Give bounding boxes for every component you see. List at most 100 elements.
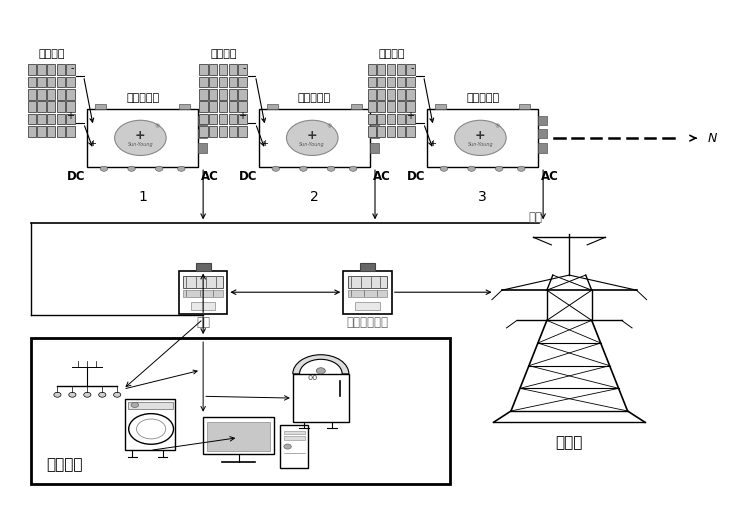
Text: -: - (410, 64, 414, 73)
Bar (57, 89, 65, 100)
Bar (179, 105, 190, 109)
Circle shape (350, 166, 357, 171)
Circle shape (128, 166, 135, 171)
Circle shape (178, 166, 185, 171)
Text: -: - (242, 64, 246, 73)
Text: DC: DC (406, 170, 425, 183)
Bar (280, 425, 308, 468)
Bar (191, 302, 215, 310)
Circle shape (84, 392, 91, 397)
Bar (209, 77, 218, 87)
Bar (356, 302, 380, 310)
Circle shape (286, 120, 338, 155)
Bar (229, 102, 237, 112)
Bar (238, 102, 247, 112)
Circle shape (69, 392, 76, 397)
Bar (38, 65, 46, 75)
Text: -: - (89, 115, 92, 124)
Bar (207, 422, 271, 451)
Bar (229, 77, 237, 87)
Text: -: - (70, 64, 74, 73)
Bar (284, 436, 304, 440)
Bar (38, 126, 46, 136)
Text: -: - (262, 115, 265, 124)
Text: +: + (406, 111, 414, 121)
Circle shape (99, 392, 106, 397)
Bar (377, 65, 386, 75)
Text: AC: AC (373, 170, 391, 183)
Bar (219, 114, 227, 124)
Bar (47, 126, 56, 136)
Bar (209, 126, 218, 136)
Bar (47, 65, 56, 75)
Bar (67, 77, 75, 87)
Bar (238, 126, 247, 136)
Bar (200, 102, 208, 112)
Bar (377, 126, 386, 136)
Text: +: + (89, 139, 97, 148)
Circle shape (115, 120, 166, 155)
Bar (368, 114, 376, 124)
Bar (67, 65, 75, 75)
Bar (219, 77, 227, 87)
Bar (57, 102, 65, 112)
Bar (28, 77, 36, 87)
Text: 电网: 电网 (529, 211, 543, 224)
Text: AC: AC (201, 170, 219, 183)
Bar (368, 102, 376, 112)
Text: 盛扬逆变器: 盛扬逆变器 (126, 93, 159, 104)
Text: 盛扬逆变器: 盛扬逆变器 (298, 93, 331, 104)
Text: +: + (262, 139, 268, 148)
Bar (397, 102, 405, 112)
Text: Sun-Young: Sun-Young (128, 142, 153, 147)
Text: +: + (238, 111, 246, 121)
Bar (178, 270, 227, 314)
Bar (47, 77, 56, 87)
Bar (229, 126, 237, 136)
Bar (370, 129, 379, 138)
Bar (57, 65, 65, 75)
Bar (200, 126, 208, 136)
Circle shape (440, 166, 448, 171)
Bar (67, 89, 75, 100)
Text: AC: AC (541, 170, 559, 183)
Bar (229, 114, 237, 124)
Bar (198, 116, 207, 125)
Bar (200, 65, 208, 75)
Text: 太阳能板: 太阳能板 (379, 49, 405, 58)
Circle shape (518, 166, 525, 171)
Circle shape (454, 120, 506, 155)
Bar (198, 143, 207, 152)
Bar (38, 77, 46, 87)
Bar (209, 102, 218, 112)
Bar (67, 126, 75, 136)
Bar (238, 89, 247, 100)
Bar (377, 77, 386, 87)
Bar (47, 114, 56, 124)
Bar (238, 77, 247, 87)
Bar (370, 143, 379, 152)
Text: +: + (135, 129, 146, 142)
Bar (284, 430, 304, 435)
Bar (94, 105, 106, 109)
Circle shape (300, 166, 307, 171)
Bar (38, 102, 46, 112)
Bar (435, 105, 446, 109)
Bar (203, 417, 274, 454)
Bar (387, 114, 395, 124)
Bar (344, 270, 392, 314)
Bar (292, 374, 349, 422)
Bar (47, 89, 56, 100)
Text: 双向交流电表: 双向交流电表 (346, 316, 388, 329)
Bar (67, 114, 75, 124)
Bar (538, 143, 547, 152)
Bar (38, 89, 46, 100)
Bar (387, 77, 395, 87)
Bar (368, 65, 376, 75)
Text: -: - (430, 115, 433, 124)
Text: +: + (66, 111, 74, 121)
Text: Sun-Young: Sun-Young (467, 142, 494, 147)
Circle shape (54, 392, 61, 397)
Text: 太阳能板: 太阳能板 (38, 49, 65, 58)
Bar (57, 126, 65, 136)
